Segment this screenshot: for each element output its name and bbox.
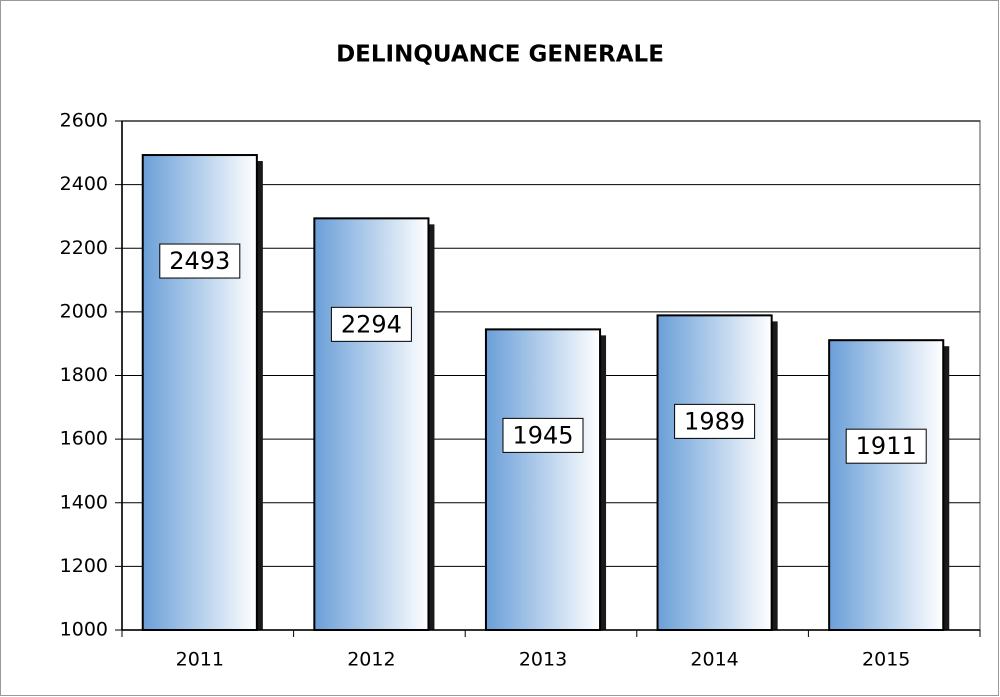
- x-tick-label: 2014: [690, 649, 738, 671]
- y-tick-label: 1800: [60, 364, 108, 386]
- bar: [656, 314, 773, 631]
- value-label-box: [330, 306, 412, 342]
- y-tick-label: 1000: [60, 619, 108, 641]
- value-label-box: [674, 403, 756, 439]
- y-tick-label: 2400: [60, 173, 108, 195]
- y-tick-label: 1600: [60, 428, 108, 450]
- value-label: 1945: [512, 421, 573, 449]
- value-label-box: [502, 417, 584, 453]
- value-label: 1989: [684, 407, 745, 435]
- y-tick-label: 1200: [60, 555, 108, 577]
- value-label: 1911: [856, 432, 917, 460]
- x-tick-label: 2013: [519, 649, 567, 671]
- value-label: 2294: [341, 310, 402, 338]
- value-label-box: [845, 428, 927, 464]
- bar: [141, 154, 258, 631]
- value-label-box: [159, 243, 241, 279]
- y-tick-label: 2000: [60, 300, 108, 322]
- chart-title: DELINQUANCE GENERALE: [336, 42, 664, 68]
- x-tick-label: 2012: [347, 649, 395, 671]
- y-tick-label: 2600: [60, 110, 108, 132]
- value-label: 2493: [169, 247, 230, 275]
- bar: [828, 339, 945, 631]
- x-tick-label: 2015: [862, 649, 910, 671]
- x-tick-label: 2011: [176, 649, 224, 671]
- bar: [484, 328, 602, 631]
- y-tick-label: 1400: [60, 491, 108, 513]
- bar: [313, 217, 430, 631]
- y-tick-label: 2200: [60, 237, 108, 259]
